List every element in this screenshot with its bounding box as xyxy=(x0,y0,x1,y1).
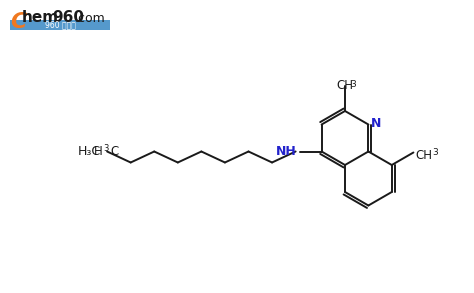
Text: C: C xyxy=(10,12,27,32)
Bar xyxy=(10,20,110,30)
Text: N: N xyxy=(370,117,381,130)
Text: hem: hem xyxy=(22,10,59,25)
Text: C: C xyxy=(110,145,118,158)
Text: H₃C: H₃C xyxy=(78,145,101,158)
Text: CH: CH xyxy=(337,79,354,92)
Text: .com: .com xyxy=(75,12,106,25)
Text: 3: 3 xyxy=(351,80,356,89)
Text: NH: NH xyxy=(276,145,297,158)
Text: 3: 3 xyxy=(432,148,438,157)
Text: H: H xyxy=(94,145,103,158)
Text: 960 化工网: 960 化工网 xyxy=(45,21,75,30)
Text: 960: 960 xyxy=(52,10,84,25)
Text: CH: CH xyxy=(415,149,432,162)
Text: 3: 3 xyxy=(104,144,109,153)
